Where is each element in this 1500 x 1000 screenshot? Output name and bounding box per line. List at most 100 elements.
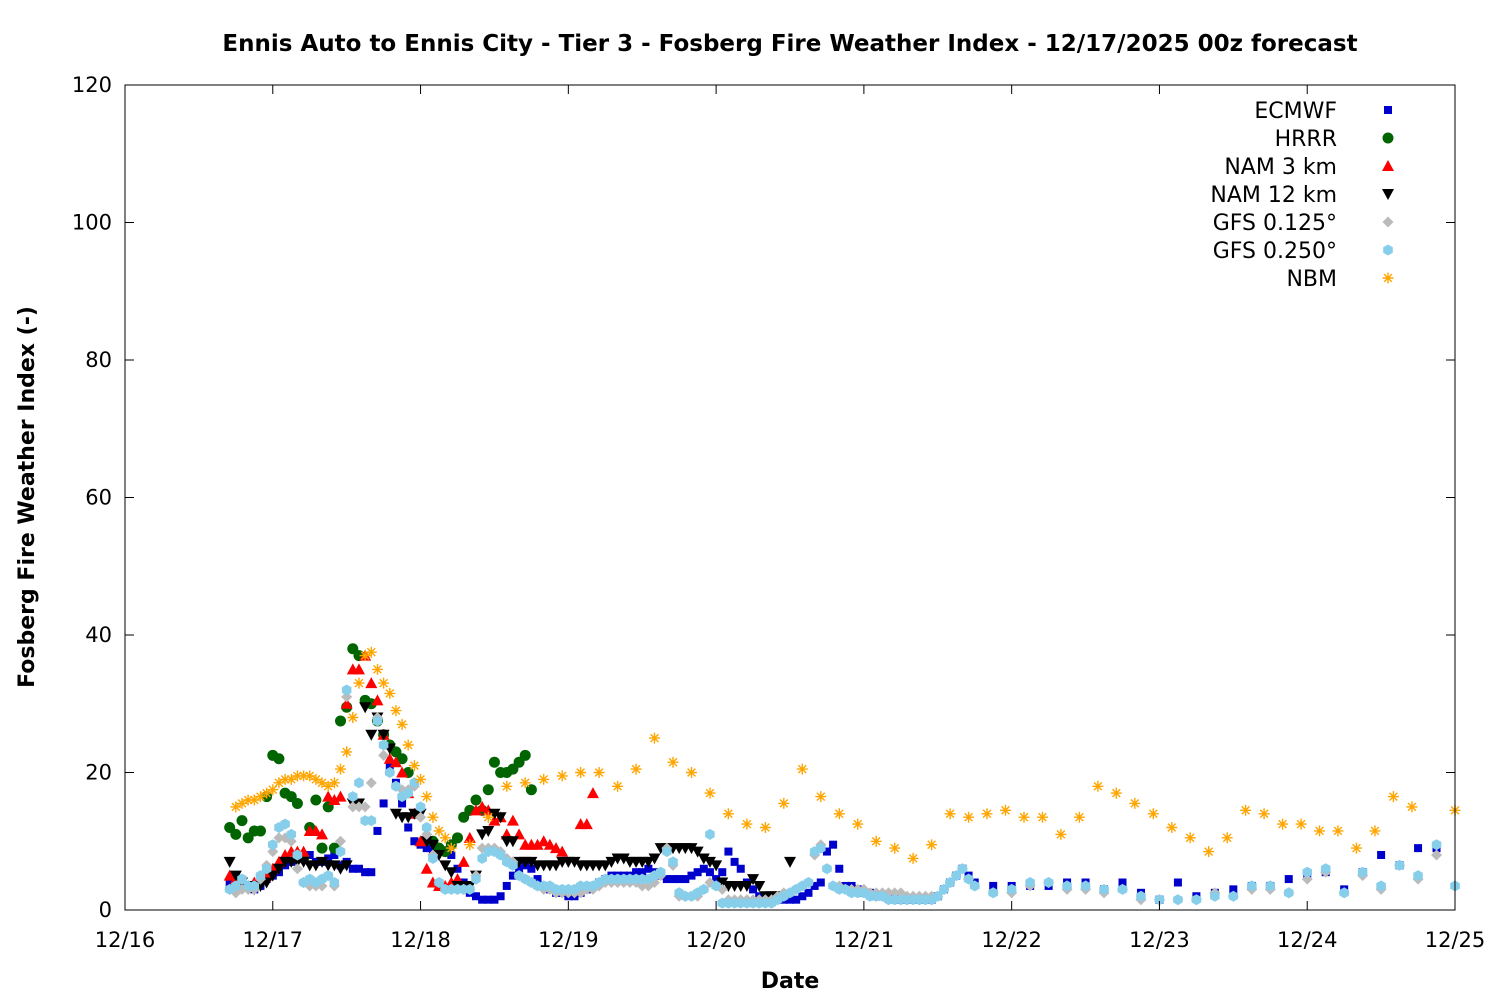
data-point — [1247, 880, 1257, 892]
data-point — [699, 864, 708, 873]
data-point — [502, 881, 511, 890]
data-point — [1210, 890, 1220, 902]
data-point — [829, 840, 838, 849]
data-point — [231, 880, 241, 892]
data-point — [285, 773, 297, 785]
data-point — [385, 767, 395, 778]
data-point — [316, 856, 329, 868]
data-point — [705, 828, 715, 840]
data-point — [389, 808, 402, 820]
data-point — [341, 684, 352, 696]
data-point — [703, 856, 716, 868]
data-point — [543, 838, 556, 850]
x-tick-label: 12/16 — [95, 928, 156, 952]
data-point — [803, 877, 814, 888]
data-point — [580, 818, 593, 830]
data-point — [636, 880, 648, 892]
data-point — [907, 852, 919, 864]
data-point — [470, 794, 482, 806]
data-point — [378, 739, 389, 751]
data-point — [396, 718, 408, 730]
legend-label: ECMWF — [1254, 99, 1337, 124]
legend: ECMWF HRRR NAM 3 km NAM 12 km GFS 0.125° GFS … — [1210, 99, 1394, 292]
data-point — [348, 791, 358, 803]
data-point — [361, 868, 370, 877]
data-point — [494, 812, 507, 824]
data-point — [1080, 880, 1091, 892]
data-point — [404, 823, 413, 832]
data-point — [612, 780, 624, 792]
data-point — [249, 880, 260, 892]
data-point — [408, 760, 420, 772]
data-point — [1118, 878, 1127, 887]
data-point — [1351, 842, 1362, 854]
y-tick-label: 100 — [72, 211, 112, 235]
y-tick-label: 20 — [85, 761, 112, 785]
data-point — [496, 892, 505, 901]
data-point — [648, 853, 661, 865]
legend-label: GFS 0.250° — [1213, 239, 1337, 264]
data-point — [753, 880, 766, 892]
data-point — [428, 852, 438, 864]
data-point — [816, 842, 826, 854]
data-point — [649, 732, 660, 744]
data-point — [469, 804, 482, 816]
data-point — [378, 749, 390, 761]
data-point — [747, 874, 760, 886]
data-point — [741, 818, 753, 830]
data-point — [225, 878, 234, 887]
data-point — [1184, 832, 1196, 844]
data-point — [1025, 877, 1035, 888]
data-point — [796, 763, 808, 775]
legend-label: NAM 3 km — [1224, 155, 1337, 180]
data-point — [1043, 877, 1054, 888]
data-point — [266, 870, 279, 882]
data-point — [378, 677, 390, 689]
data-point — [944, 808, 956, 820]
data-point — [329, 877, 340, 888]
data-point — [396, 766, 409, 778]
data-point — [255, 791, 266, 803]
data-point — [285, 835, 297, 847]
data-point — [341, 691, 353, 703]
data-point — [1073, 811, 1085, 823]
y-axis-title: Fosberg Fire Weather Index (-) — [15, 306, 40, 688]
data-point — [970, 880, 980, 892]
data-point — [1339, 887, 1349, 899]
data-point — [286, 828, 296, 840]
data-point — [1092, 780, 1104, 792]
data-point — [939, 883, 949, 895]
x-tick-label: 12/22 — [981, 928, 1042, 952]
data-point — [359, 650, 371, 662]
data-point — [348, 864, 357, 873]
data-point — [365, 677, 378, 689]
data-point — [740, 880, 753, 892]
data-point — [261, 787, 273, 799]
y-tick-label: 80 — [85, 348, 112, 372]
data-point — [422, 844, 431, 853]
data-point — [792, 895, 801, 904]
data-point — [1431, 849, 1443, 861]
data-point — [1117, 883, 1128, 895]
data-point — [655, 866, 666, 878]
data-point — [379, 799, 388, 808]
x-axis-title: Date — [761, 969, 820, 994]
data-point — [525, 856, 538, 868]
data-point — [255, 870, 266, 882]
data-point — [1302, 866, 1312, 878]
data-point — [267, 846, 279, 858]
data-point — [697, 853, 710, 865]
data-point — [324, 854, 333, 863]
data-point — [279, 773, 291, 785]
data-point — [926, 839, 938, 851]
data-point — [889, 887, 901, 899]
data-point — [550, 860, 563, 872]
data-point — [1357, 866, 1368, 878]
data-point — [353, 677, 365, 689]
data-point — [421, 791, 433, 803]
data-point — [236, 815, 248, 827]
y-axis: 0 20 40 60 80 100 120 — [72, 73, 1455, 922]
data-point — [617, 853, 630, 865]
data-point — [398, 799, 407, 808]
data-point — [1320, 863, 1331, 875]
